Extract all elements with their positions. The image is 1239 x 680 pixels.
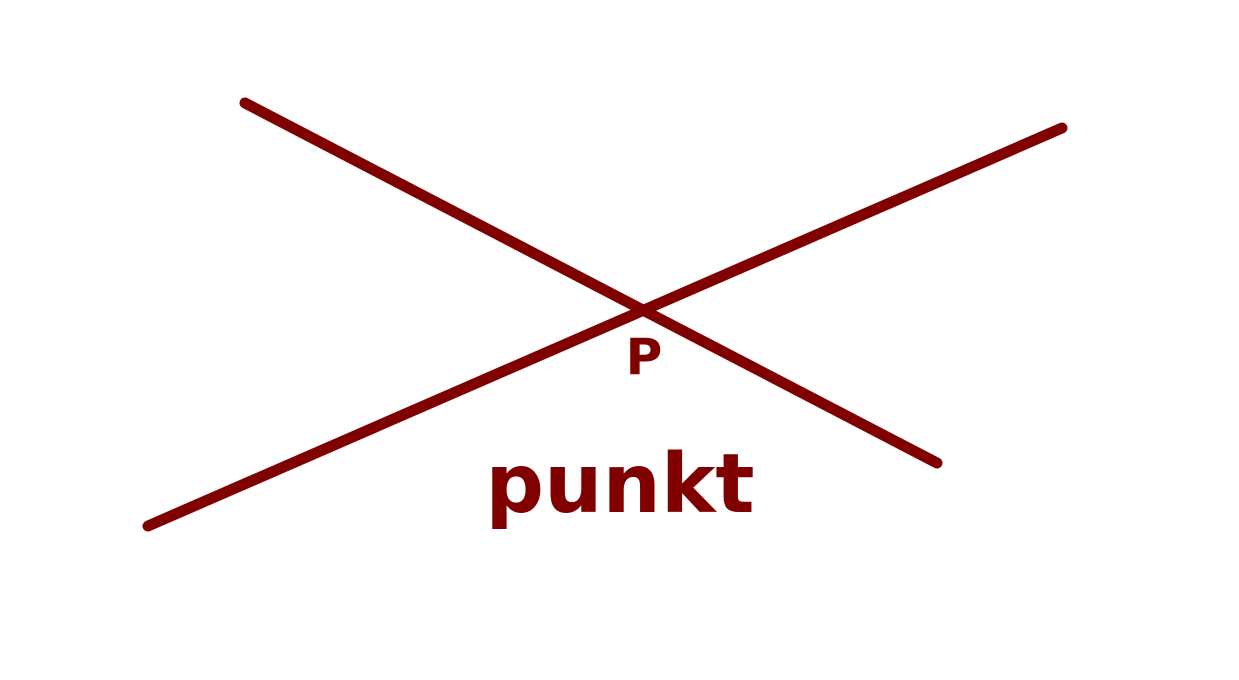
line-ascending (142, 122, 1068, 532)
line-descending (239, 97, 943, 469)
caption-label: punkt (485, 437, 754, 532)
intersection-point-label: P (626, 328, 663, 386)
